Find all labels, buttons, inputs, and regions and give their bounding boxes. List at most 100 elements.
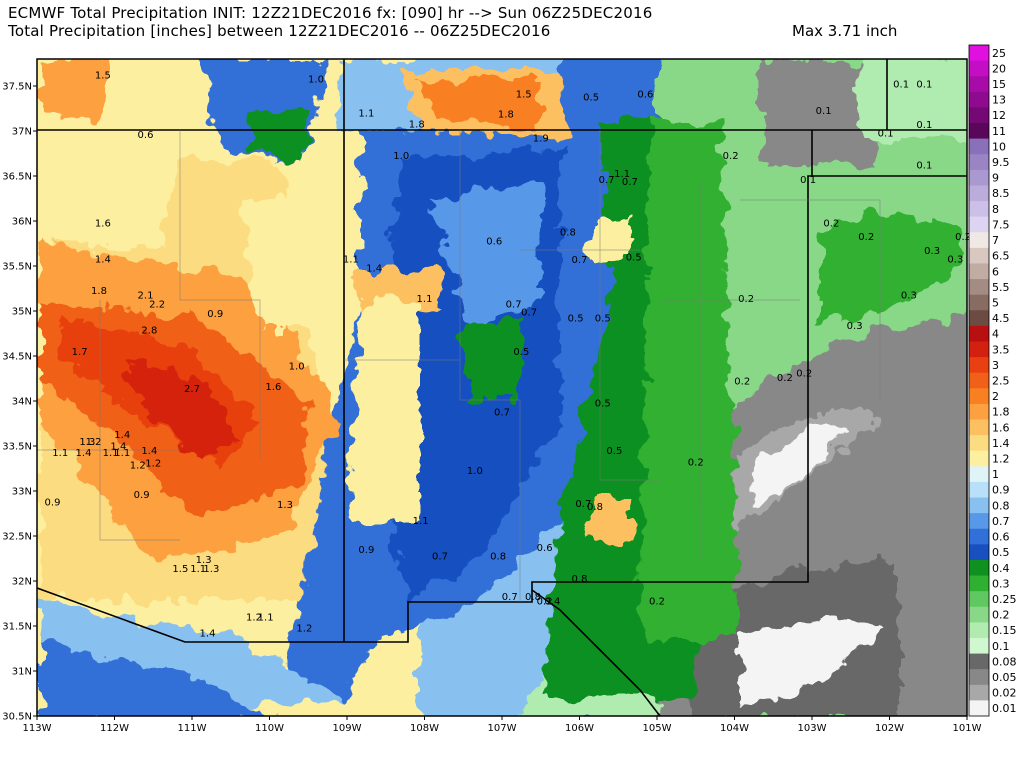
value-label: 1.0 (467, 466, 483, 477)
value-label: 2.1 (138, 290, 154, 301)
lat-label: 35.5N (2, 262, 32, 273)
longitude-labels: 113W 112W 111W 110W 109W 108W 107W 106W 105W 104W… (23, 716, 982, 734)
colorbar-label: 0.3 (992, 577, 1010, 590)
lat-label: 33N (12, 487, 32, 498)
value-label: 0.7 (622, 177, 638, 188)
value-labels: 1.5 1.01.11.81.51.80.5 0.60.6 1.91.01.10.7 0… (45, 71, 972, 640)
colorbar-swatch (969, 481, 989, 499)
value-label: 0.2 (734, 377, 750, 388)
value-label: 2.8 (141, 325, 157, 336)
colorbar-label: 5.5 (992, 281, 1010, 294)
value-label: 1.2 (130, 460, 146, 471)
colorbar-label: 1.2 (992, 453, 1010, 466)
value-label: 0.1 (916, 80, 932, 91)
colorbar-swatch (969, 60, 989, 77)
colorbar-label: 0.02 (992, 687, 1017, 700)
value-label: 1.4 (110, 442, 126, 453)
colorbar-swatch (969, 201, 989, 218)
colorbar-swatch (969, 263, 989, 280)
colorbar-swatch (969, 279, 989, 296)
value-label: 0.2 (738, 294, 754, 305)
value-label: 2.7 (184, 384, 200, 395)
county-lines (37, 130, 881, 602)
colorbar-swatch (969, 388, 989, 405)
value-label: 1.6 (95, 218, 111, 229)
lon-label: 103W (798, 723, 827, 734)
lon-label: 101W (953, 723, 982, 734)
colorbar-label: 15 (992, 78, 1006, 91)
colorbar-label: 5 (992, 296, 999, 309)
lat-label: 36.5N (2, 172, 32, 183)
colorbar-swatch (969, 310, 989, 327)
lat-label: 36N (12, 217, 32, 228)
value-label: 1.5 (516, 90, 532, 101)
value-label: 1.0 (289, 361, 305, 372)
colorbar-label: 0.9 (992, 484, 1010, 497)
colorbar-label: 1.6 (992, 421, 1010, 434)
colorbar-label: 10 (992, 140, 1006, 153)
colorbar-label: 0.08 (992, 655, 1017, 668)
value-label: 0.3 (901, 290, 917, 301)
value-label: 1.1 (103, 448, 119, 459)
value-label: 0.5 (583, 92, 599, 103)
value-label: 1.4 (76, 448, 92, 459)
colorbar-swatch (969, 341, 989, 358)
value-label: 0.9 (207, 309, 223, 320)
lat-label: 37.5N (2, 82, 32, 93)
value-label: 0.8 (587, 502, 603, 513)
colorbar-label: 4 (992, 328, 999, 341)
value-label: 1.2 (296, 623, 312, 634)
value-label: 1.4 (366, 263, 382, 274)
colorbar-swatch (969, 606, 989, 623)
lon-label: 106W (565, 723, 594, 734)
value-label: 1.1 (614, 169, 630, 180)
value-label: 0.8 (490, 551, 506, 562)
colorbar-label: 13 (992, 94, 1006, 107)
colorbar-swatch (969, 497, 989, 514)
colorbar-label: 3.5 (992, 343, 1010, 356)
value-label: 0.7 (572, 255, 588, 266)
colorbar-swatch (969, 294, 989, 311)
colorbar-label: 6.5 (992, 250, 1010, 263)
lat-label: 34.5N (2, 352, 32, 363)
value-label: 1.2 (86, 437, 102, 448)
value-label: 1.1 (358, 109, 374, 120)
value-label: 1.4 (200, 629, 216, 640)
value-label: 0.1 (916, 161, 932, 172)
map-subtitle: Total Precipitation [inches] between 12Z… (8, 22, 551, 40)
value-label: 0.1 (878, 128, 894, 139)
value-label: 0.9 (358, 545, 374, 556)
lon-label: 109W (333, 723, 362, 734)
colorbar-label: 12 (992, 109, 1006, 122)
value-label: 0.7 (521, 307, 537, 318)
colorbar-label: 2 (992, 390, 999, 403)
value-label: 1.2 (246, 613, 262, 624)
value-label: 0.2 (796, 369, 812, 380)
colorbar-label: 1.8 (992, 406, 1010, 419)
max-value-label: Max 3.71 inch (792, 22, 898, 40)
colorbar-label: 0.4 (992, 562, 1010, 575)
value-label: 0.2 (723, 151, 739, 162)
colorbar-swatch (969, 247, 989, 264)
value-label: 0.5 (568, 314, 584, 325)
value-label: 1.2 (145, 459, 161, 470)
colorbar-swatch (969, 435, 989, 452)
value-label: 1.1 (343, 254, 359, 265)
value-label: 1.3 (203, 564, 219, 575)
lon-label: 104W (720, 723, 749, 734)
value-label: 0.2 (858, 232, 874, 243)
colorbar-swatch (969, 91, 989, 108)
lon-label: 107W (488, 723, 517, 734)
lon-label: 111W (178, 723, 207, 734)
value-label: 0.8 (560, 227, 576, 238)
lat-label: 32.5N (2, 532, 32, 543)
colorbar-swatch (969, 513, 989, 530)
colorbar-label: 0.5 (992, 546, 1010, 559)
lat-label: 33.5N (2, 442, 32, 453)
colorbar-label: 8.5 (992, 187, 1010, 200)
value-label: 0.6 (138, 130, 154, 141)
value-label: 1.1 (413, 516, 429, 527)
colorbar-swatch (969, 700, 989, 717)
value-label: 0.5 (513, 347, 529, 358)
lat-label: 31.5N (2, 622, 32, 633)
